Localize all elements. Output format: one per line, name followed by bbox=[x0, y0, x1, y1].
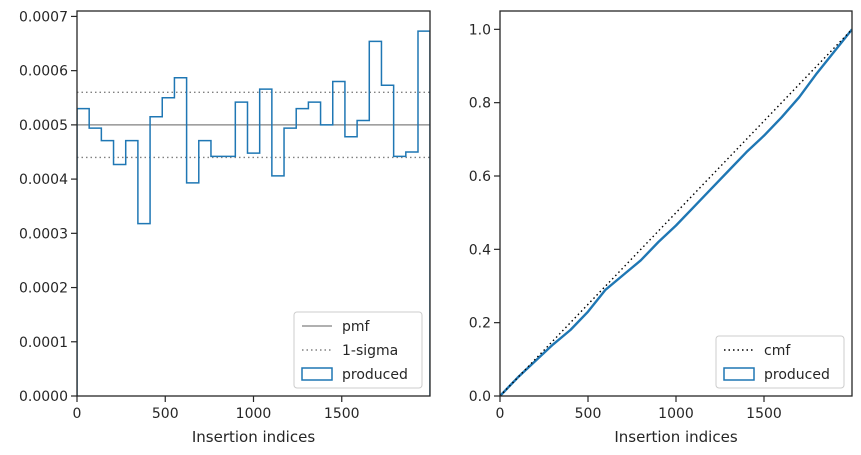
y-tick-label: 0.6 bbox=[469, 169, 491, 185]
cmf-line bbox=[500, 28, 852, 396]
legend-swatch bbox=[301, 367, 333, 381]
x-tick-label: 0 bbox=[73, 406, 82, 422]
y-tick-label: 0.2 bbox=[469, 316, 491, 332]
legend-box bbox=[293, 311, 423, 389]
legend-label: pmf bbox=[342, 319, 371, 335]
x-axis-label: Insertion indices bbox=[192, 428, 315, 446]
legend-label: produced bbox=[342, 367, 408, 383]
y-tick-label: 0.4 bbox=[469, 242, 491, 258]
plot-frame bbox=[499, 10, 853, 397]
y-tick-label: 0.0001 bbox=[19, 335, 68, 351]
x-tick-label: 500 bbox=[152, 406, 179, 422]
legend-swatch bbox=[723, 367, 755, 381]
y-tick-label: 0.0 bbox=[469, 389, 491, 405]
y-tick-label: 0.0004 bbox=[19, 172, 68, 188]
x-axis-label: Insertion indices bbox=[614, 428, 737, 446]
legend-label: produced bbox=[764, 367, 830, 383]
x-tick-label: 1000 bbox=[658, 406, 694, 422]
y-tick-label: 0.0006 bbox=[19, 64, 68, 80]
chart-right: 0 500 1000 1500 0.0 0.2 0.4 0.6 0.8 1.0 Insertion … bbox=[469, 10, 853, 446]
y-tick-label: 0.0007 bbox=[19, 9, 68, 25]
y-tick-label: 0.0000 bbox=[19, 389, 68, 405]
legend: pmf 1-sigma produced bbox=[293, 311, 423, 389]
produced-line bbox=[500, 28, 852, 396]
x-tick-label: 1000 bbox=[236, 406, 272, 422]
y-tick-label: 0.8 bbox=[469, 96, 491, 112]
legend-label: 1-sigma bbox=[342, 343, 398, 359]
y-tick-label: 0.0003 bbox=[19, 226, 68, 242]
x-tick-label: 0 bbox=[496, 406, 505, 422]
x-tick-label: 500 bbox=[575, 406, 602, 422]
legend-box bbox=[715, 335, 845, 389]
x-tick-label: 1500 bbox=[324, 406, 360, 422]
legend: cmf produced bbox=[715, 335, 845, 389]
y-tick-label: 0.0002 bbox=[19, 281, 68, 297]
plot-area bbox=[500, 28, 852, 396]
produced-histogram bbox=[77, 30, 430, 396]
plot-area bbox=[77, 30, 430, 396]
plot-frame bbox=[76, 10, 431, 397]
x-tick-label: 1500 bbox=[746, 406, 782, 422]
legend-label: cmf bbox=[764, 343, 791, 359]
y-tick-label: 1.0 bbox=[469, 22, 491, 38]
chart-left: 0 500 1000 1500 0.0000 0.0001 0.0002 0.0003 0.00… bbox=[19, 9, 431, 446]
y-tick-label: 0.0005 bbox=[19, 118, 68, 134]
